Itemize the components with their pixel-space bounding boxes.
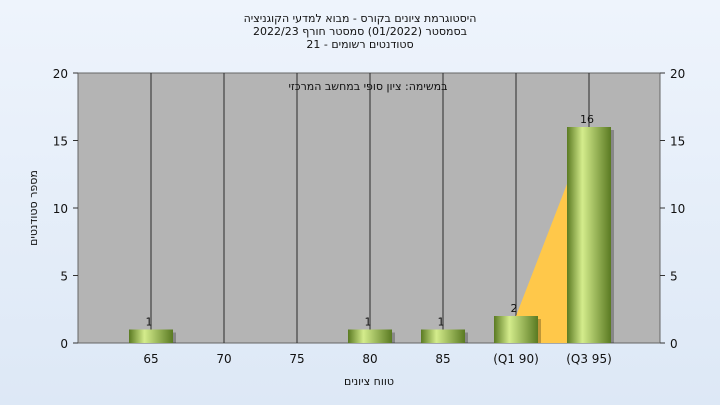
bar [494, 316, 538, 343]
x-tick-label: 85 [435, 352, 450, 366]
data-label: 1 [365, 316, 372, 329]
x-axis-label: טווח ציונים [344, 375, 394, 388]
bar [348, 329, 392, 343]
y-tick-label-right: 5 [670, 270, 678, 284]
x-tick-label: (Q3 95) [566, 352, 612, 366]
y-tick-label-left: 0 [60, 337, 68, 351]
bar [567, 127, 611, 343]
y-tick-label-left: 15 [53, 135, 68, 149]
y-tick-label-right: 10 [670, 202, 685, 216]
y-tick-label-right: 0 [670, 337, 678, 351]
data-label: 2 [511, 302, 518, 315]
chart-title-line-2: בסמסטר (01/2022) סמסטר חורף 2022/23 [253, 25, 467, 38]
y-tick-label-left: 20 [53, 67, 68, 81]
x-tick-label: 80 [362, 352, 377, 366]
y-axis-label: מספר סטודנטים [27, 170, 40, 246]
x-tick-label: 70 [216, 352, 231, 366]
chart-title-line-3: סטודנטים רשומים - 21 [306, 38, 414, 51]
x-tick-label: (Q1 90) [493, 352, 539, 366]
y-tick-label-right: 15 [670, 135, 685, 149]
chart-title-line-1: היסטוגרמת ציונים בקורס - מבוא למדעי הקוג… [243, 12, 477, 25]
data-label: 16 [580, 113, 594, 126]
y-tick-label-left: 10 [53, 202, 68, 216]
bar [421, 329, 465, 343]
y-tick-label-right: 20 [670, 67, 685, 81]
chart-annotation: במשימה: ציון סופי במחשב המרכזי [288, 80, 447, 93]
bar [129, 329, 173, 343]
x-tick-label: 75 [289, 352, 304, 366]
data-label: 1 [146, 316, 153, 329]
x-tick-label: 65 [143, 352, 158, 366]
data-label: 1 [438, 316, 445, 329]
y-tick-label-left: 5 [60, 270, 68, 284]
